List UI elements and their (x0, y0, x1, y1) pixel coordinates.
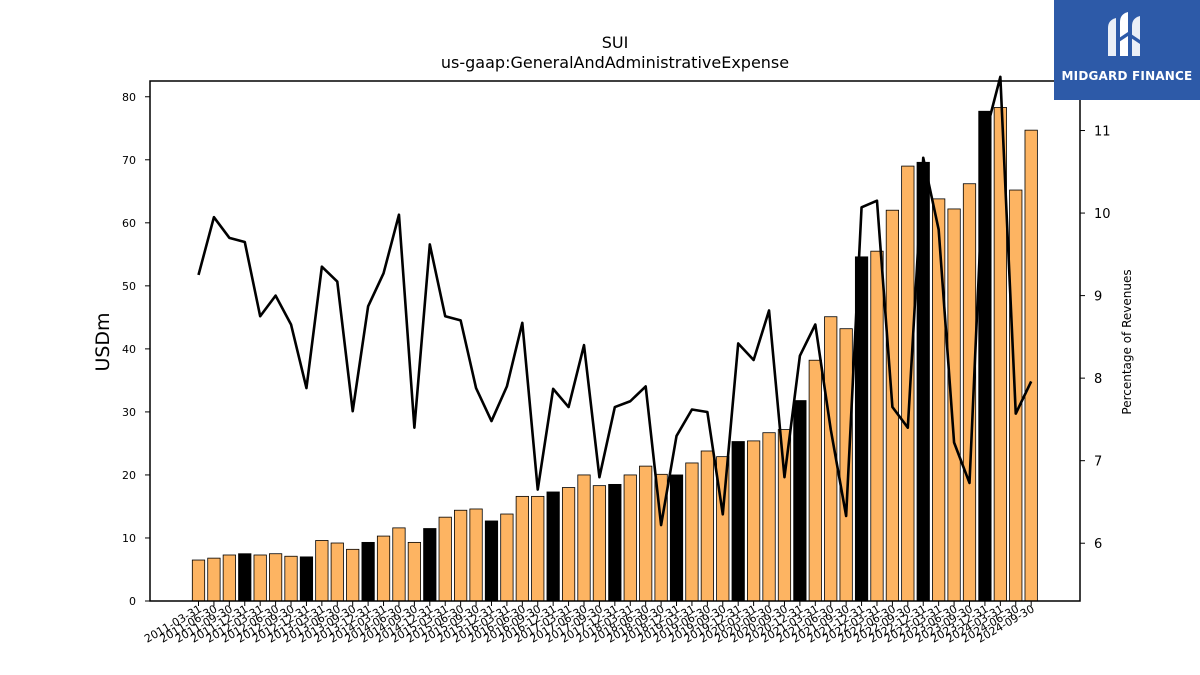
bar (978, 110, 992, 602)
bar (330, 542, 344, 602)
chart-subtitle: us-gaap:GeneralAndAdministrativeExpense (441, 53, 789, 72)
bar (608, 483, 622, 602)
series-line (197, 75, 1033, 527)
y-tick-label: 30 (122, 406, 136, 419)
bar (793, 400, 807, 602)
chart-title: SUI (602, 33, 629, 52)
logo-text: MIDGARD FINANCE (1061, 69, 1193, 83)
y-tick-label: 60 (122, 217, 136, 230)
bar (777, 429, 792, 602)
bar (592, 485, 607, 602)
bar (839, 328, 853, 602)
y2-tick-label: 6 (1094, 537, 1102, 552)
y-tick-label: 40 (122, 343, 136, 356)
bar (546, 491, 560, 602)
bar (361, 541, 375, 602)
bar (315, 540, 329, 602)
bar (191, 559, 206, 602)
bar (284, 555, 298, 602)
bar (238, 553, 252, 602)
bar (669, 474, 684, 602)
y-tick-label: 0 (129, 595, 136, 608)
bar (469, 508, 483, 602)
bar (299, 556, 314, 602)
line-group (197, 75, 1033, 527)
y-tick-label: 70 (122, 154, 136, 167)
bar (731, 441, 745, 602)
bar (253, 554, 267, 602)
bar (515, 495, 529, 602)
y2-tick-label: 9 (1094, 290, 1102, 305)
y-tick-label: 80 (122, 91, 136, 104)
bar (947, 208, 961, 602)
bar (747, 440, 761, 602)
y2-tick-label: 10 (1094, 207, 1111, 222)
bar (685, 462, 699, 602)
bar (500, 513, 514, 602)
bar (376, 535, 391, 602)
bar (901, 165, 915, 602)
bar (207, 557, 221, 602)
bar (870, 250, 884, 602)
y-axis-label: USDm (92, 312, 114, 371)
bar (577, 474, 591, 602)
y-tick-label: 50 (122, 280, 136, 293)
y2-axis-label: Percentage of Revenues (1120, 269, 1134, 414)
bar (700, 450, 714, 602)
y2-tick-label: 11 (1094, 125, 1111, 140)
bar (423, 528, 437, 602)
bar (222, 554, 236, 602)
y2-tick-label: 8 (1094, 372, 1102, 387)
bar (639, 465, 653, 602)
y-tick-label: 20 (122, 469, 136, 482)
bar (346, 548, 360, 602)
bar (623, 474, 637, 602)
logo: MIDGARD FINANCE (1054, 0, 1200, 100)
bar (392, 527, 406, 602)
bar (531, 495, 545, 602)
bar (808, 359, 822, 602)
bar (438, 516, 452, 602)
bar (561, 487, 576, 602)
bar (1024, 129, 1038, 602)
axes-group: 01020304050607080678910112011-03-312011-… (122, 80, 1111, 646)
bar (484, 520, 499, 602)
bar (268, 553, 283, 602)
y-tick-label: 10 (122, 532, 136, 545)
y2-tick-label: 7 (1094, 455, 1102, 470)
bar (454, 509, 468, 602)
bar (407, 541, 421, 602)
logo-mark-icon (1108, 12, 1140, 56)
bar (762, 432, 776, 602)
bar (932, 198, 946, 602)
bars-group (191, 107, 1038, 602)
